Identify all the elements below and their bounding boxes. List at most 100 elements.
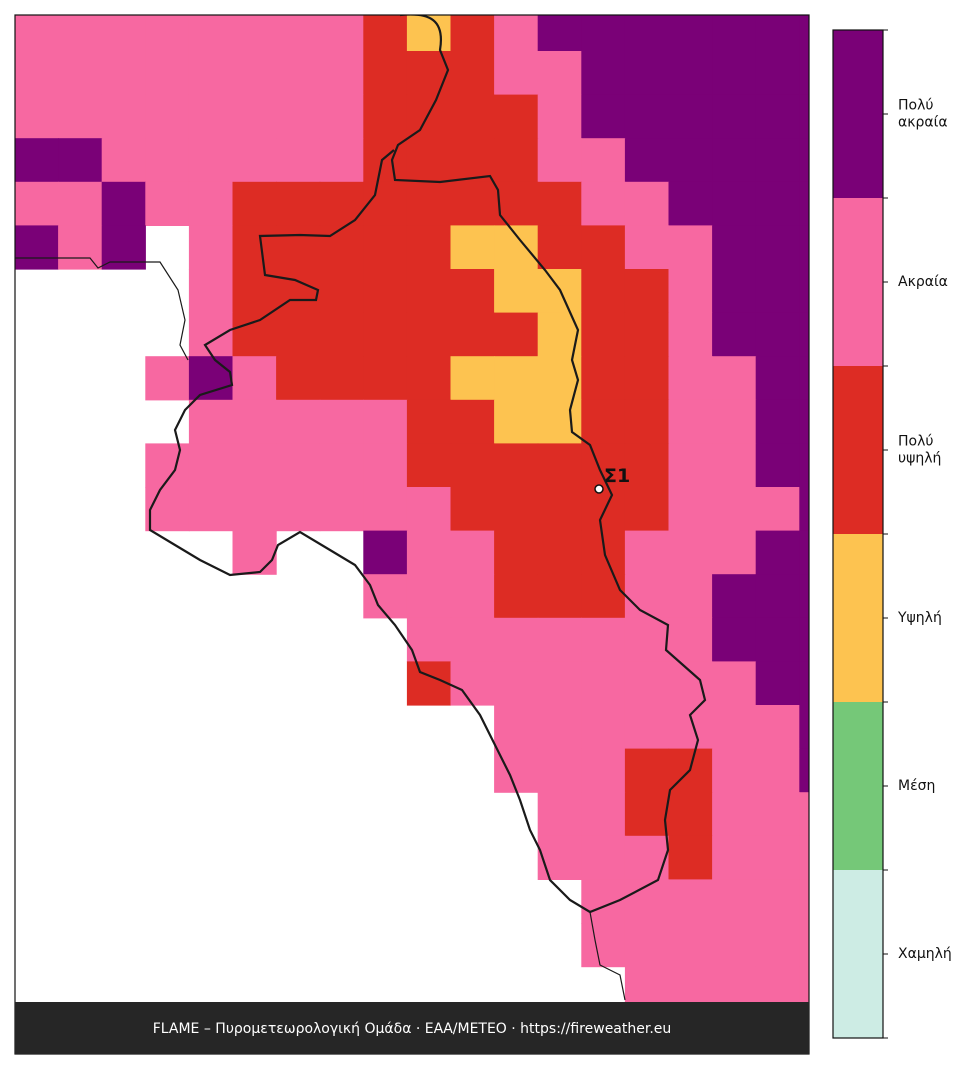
grid-cell	[799, 617, 809, 662]
grid-cell	[363, 51, 408, 96]
grid-cell	[276, 487, 321, 532]
grid-cell	[799, 835, 809, 880]
grid-cell	[276, 269, 321, 314]
grid-cell	[276, 356, 321, 401]
border-line	[589, 911, 626, 1001]
grid-cell	[406, 574, 452, 619]
grid-cell	[363, 530, 408, 575]
grid-cell	[668, 661, 713, 706]
grid-cell	[232, 399, 277, 444]
grid-cell	[624, 356, 670, 401]
grid-cell	[712, 705, 757, 750]
grid-cell	[363, 94, 408, 139]
grid-cell	[668, 705, 713, 750]
grid-cell	[799, 661, 809, 706]
grid-cell	[624, 574, 670, 619]
grid-cell	[450, 225, 495, 270]
grid-cell	[494, 15, 539, 52]
grid-cell	[668, 312, 713, 357]
grid-cell	[58, 225, 103, 270]
grid-cell	[232, 443, 277, 488]
grid-cell	[494, 705, 539, 750]
grid-cell	[15, 94, 59, 139]
grid-cell	[232, 530, 277, 575]
grid-cell	[799, 792, 809, 837]
grid-cell	[712, 792, 757, 837]
grid-cell	[276, 225, 321, 270]
grid-cell	[363, 487, 408, 532]
grid-cell	[145, 15, 190, 52]
grid-cell	[668, 269, 713, 314]
grid-cell	[799, 15, 809, 52]
grid-cell	[232, 15, 277, 52]
grid-cell	[624, 312, 670, 357]
grid-cell	[450, 487, 495, 532]
grid-cell	[668, 487, 713, 532]
grid-cell	[712, 399, 757, 444]
grid-cell	[581, 923, 626, 968]
grid-cell	[712, 443, 757, 488]
grid-cell	[276, 51, 321, 96]
grid-cell	[15, 138, 59, 183]
grid-cell	[581, 138, 626, 183]
grid-cell	[581, 661, 626, 706]
grid-cell	[712, 225, 757, 270]
grid-cell	[755, 923, 800, 968]
grid-cell	[668, 792, 713, 837]
grid-cell	[58, 138, 103, 183]
grid-cell	[319, 443, 364, 488]
grid-cell	[450, 661, 495, 706]
grid-cell	[319, 399, 364, 444]
grid-cell	[406, 51, 452, 96]
grid-cell	[624, 617, 670, 662]
grid-cell	[406, 356, 452, 401]
grid-cell	[406, 661, 452, 706]
grid-cell	[668, 923, 713, 968]
grid-cell	[363, 225, 408, 270]
grid-cell	[668, 617, 713, 662]
grid-cell	[712, 487, 757, 532]
grid-cell	[450, 399, 495, 444]
grid-cell	[799, 225, 809, 270]
grid-cell	[188, 15, 234, 52]
colorbar-swatch	[833, 30, 883, 198]
grid-cell	[624, 94, 670, 139]
grid-cell	[581, 399, 626, 444]
grid-cell	[537, 487, 582, 532]
grid-cell	[494, 269, 539, 314]
grid-cell	[188, 138, 234, 183]
grid-cell	[668, 138, 713, 183]
grid-cell	[232, 51, 277, 96]
grid-cell	[755, 312, 800, 357]
colorbar-swatch	[833, 534, 883, 702]
colorbar-swatch	[833, 366, 883, 534]
grid-cell	[712, 312, 757, 357]
grid-cell	[712, 617, 757, 662]
grid-cell	[755, 399, 800, 444]
grid-cell	[755, 835, 800, 880]
grid-cell	[799, 138, 809, 183]
grid-cell	[145, 94, 190, 139]
grid-cell	[145, 138, 190, 183]
grid-cell	[494, 574, 539, 619]
grid-cell	[363, 399, 408, 444]
grid-cell	[494, 487, 539, 532]
grid-cell	[755, 15, 800, 52]
grid-cell	[363, 138, 408, 183]
grid-cell	[712, 923, 757, 968]
grid-cell	[799, 879, 809, 924]
grid-cell	[712, 835, 757, 880]
grid-cell	[450, 94, 495, 139]
grid-cell	[406, 487, 452, 532]
legend-label: Χαμηλή	[898, 946, 952, 962]
grid-cell	[494, 225, 539, 270]
grid-cell	[624, 661, 670, 706]
grid-cell	[537, 617, 582, 662]
grid-cell	[624, 138, 670, 183]
grid-cell	[799, 487, 809, 532]
grid-cell	[581, 181, 626, 226]
grid-cell	[581, 487, 626, 532]
grid-cell	[755, 748, 800, 793]
grid-cell	[581, 792, 626, 837]
legend-label: Ακραία	[898, 274, 948, 290]
